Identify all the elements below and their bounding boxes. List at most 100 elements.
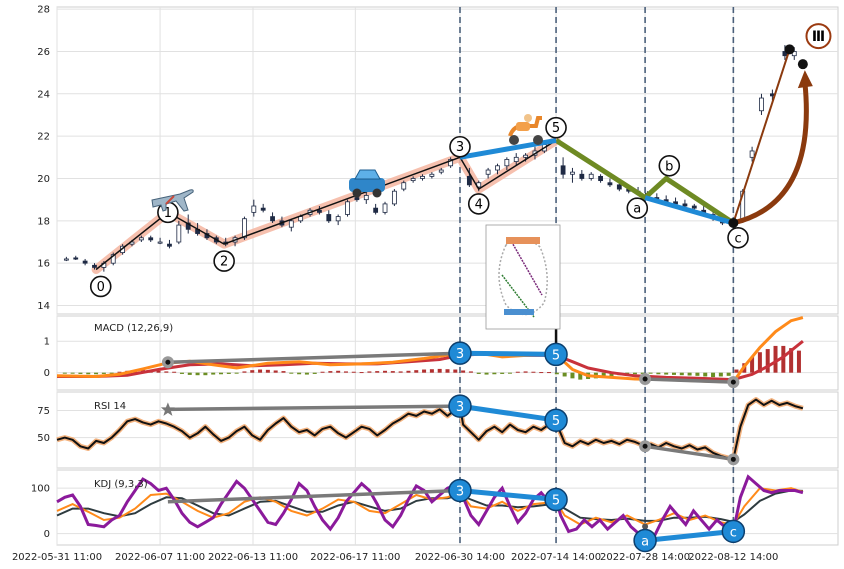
wave-label-circle bbox=[626, 197, 649, 219]
wave-label-circle bbox=[449, 135, 471, 158]
macd-histogram-bar bbox=[219, 372, 224, 375]
candle-body bbox=[495, 165, 500, 171]
macd-histogram-bar bbox=[367, 371, 372, 373]
scooter-icon bbox=[508, 114, 543, 145]
macd-histogram-bar bbox=[750, 356, 755, 373]
wave-label-5: 5 bbox=[552, 121, 560, 136]
macd-histogram-bar bbox=[492, 372, 497, 375]
macd-y-tick-label: 1 bbox=[44, 337, 50, 348]
x-tick-label: 2022-06-13 11:00 bbox=[208, 552, 298, 563]
macd-histogram-bar bbox=[703, 372, 708, 377]
macd-histogram-bar bbox=[164, 371, 169, 373]
macd-histogram-bar bbox=[609, 372, 614, 377]
wave-label-3: 3 bbox=[456, 140, 464, 155]
macd-histogram-bar bbox=[773, 345, 778, 373]
airplane-icon bbox=[151, 189, 194, 212]
candle-body bbox=[749, 150, 755, 158]
macd-histogram-bar bbox=[117, 371, 122, 373]
macd-histogram-bar bbox=[258, 369, 263, 373]
macd-histogram-bar bbox=[578, 372, 583, 380]
macd-histogram-bar bbox=[711, 372, 716, 378]
rsi-blue-segment bbox=[459, 403, 557, 423]
macd-histogram-bar bbox=[250, 370, 255, 373]
macd-label: MACD (12,26,9) bbox=[94, 323, 173, 334]
wave-line bbox=[95, 139, 557, 271]
macd-histogram-bar bbox=[351, 371, 356, 373]
projection-line bbox=[732, 49, 791, 224]
x-axis: 2022-05-31 11:00 2022-06-07 11:00 2022-06-… bbox=[12, 552, 778, 563]
macd-histogram-bar bbox=[796, 350, 801, 373]
price-y-tick-label: 18 bbox=[37, 216, 50, 227]
wave-label-4: 4 bbox=[475, 197, 483, 212]
macd-histogram-bar bbox=[523, 371, 528, 373]
candle-body bbox=[588, 173, 594, 179]
macd-histogram-bar bbox=[297, 372, 302, 375]
macd-histogram-bar bbox=[234, 372, 239, 374]
macd-histogram-bar bbox=[484, 372, 489, 375]
macd-divergence-line bbox=[645, 377, 734, 384]
price-y-tick-label: 26 bbox=[37, 47, 50, 58]
macd-histogram-bar bbox=[757, 352, 762, 373]
macd-histogram-bar bbox=[601, 372, 606, 378]
macd-histogram-bar bbox=[78, 372, 83, 374]
rsi-y-tick-label: 75 bbox=[37, 406, 50, 417]
rsi-panel: 35 bbox=[56, 394, 804, 466]
macd-histogram-bar bbox=[211, 372, 216, 375]
candle-body bbox=[167, 243, 172, 247]
candle-body bbox=[401, 182, 407, 190]
macd-badge-5-circle bbox=[544, 342, 568, 367]
candle-body bbox=[82, 260, 88, 264]
macd-histogram-bar bbox=[734, 369, 739, 373]
rsi-badge-5: 5 bbox=[552, 414, 560, 429]
candle-body bbox=[288, 220, 294, 228]
macd-histogram-bar bbox=[632, 372, 637, 375]
rsi-line bbox=[56, 398, 804, 461]
candle-body bbox=[317, 209, 322, 213]
macd-histogram-bar bbox=[765, 349, 770, 373]
macd-histogram-bar bbox=[109, 372, 114, 374]
macd-histogram-bar bbox=[328, 371, 333, 373]
macd-divergence-line bbox=[167, 351, 461, 365]
x-tick-label: 2022-06-07 11:00 bbox=[115, 552, 205, 563]
wave-label-circle bbox=[467, 193, 490, 215]
macd-histogram-bar bbox=[648, 372, 653, 374]
macd-histogram-bar bbox=[656, 372, 661, 375]
candle-body bbox=[485, 169, 491, 175]
macd-histogram-bar bbox=[187, 372, 192, 375]
wave-label-circle bbox=[89, 275, 112, 298]
wave-label-circle bbox=[545, 116, 567, 139]
candle-body bbox=[148, 237, 154, 241]
macd-histogram-bar bbox=[468, 371, 473, 373]
kdj-badge-5-circle bbox=[544, 487, 568, 512]
macd-histogram-bar bbox=[343, 371, 348, 373]
projection-arrow bbox=[730, 79, 809, 226]
macd-histogram-bar bbox=[515, 371, 520, 373]
rsi-y-tick-label: 50 bbox=[37, 433, 50, 444]
wave-degree-marker: Ⅲ bbox=[805, 23, 832, 50]
kdj-panel: 3 5 a c bbox=[56, 474, 804, 553]
macd-histogram-bar bbox=[539, 372, 544, 374]
candle-body bbox=[513, 156, 519, 162]
macd-histogram-bar bbox=[789, 348, 794, 373]
macd-histogram-bar bbox=[156, 370, 161, 373]
macd-divergence-dot-core bbox=[730, 379, 736, 385]
price-y-tick-label: 24 bbox=[37, 89, 50, 100]
macd-badge-3-circle bbox=[448, 341, 472, 365]
kdj-blue-segment-low bbox=[644, 528, 734, 543]
macd-histogram-bar bbox=[383, 370, 388, 373]
kdj-k-line bbox=[56, 487, 804, 526]
macd-histogram-bar bbox=[453, 369, 458, 373]
macd-histogram-bar bbox=[547, 372, 552, 374]
candle-body bbox=[391, 190, 397, 205]
price-y-tick-label: 22 bbox=[37, 132, 50, 143]
macd-histogram-bar bbox=[265, 369, 270, 373]
candle-body bbox=[354, 197, 360, 201]
candle-body bbox=[691, 205, 697, 209]
macd-histogram-bar bbox=[86, 372, 91, 375]
macd-histogram-bar bbox=[679, 372, 684, 376]
candle-body bbox=[251, 205, 257, 213]
macd-histogram-bar bbox=[289, 372, 294, 374]
x-tick-label: 2022-06-30 14:00 bbox=[415, 552, 505, 563]
wave-diagram-thumbnail bbox=[485, 224, 561, 330]
